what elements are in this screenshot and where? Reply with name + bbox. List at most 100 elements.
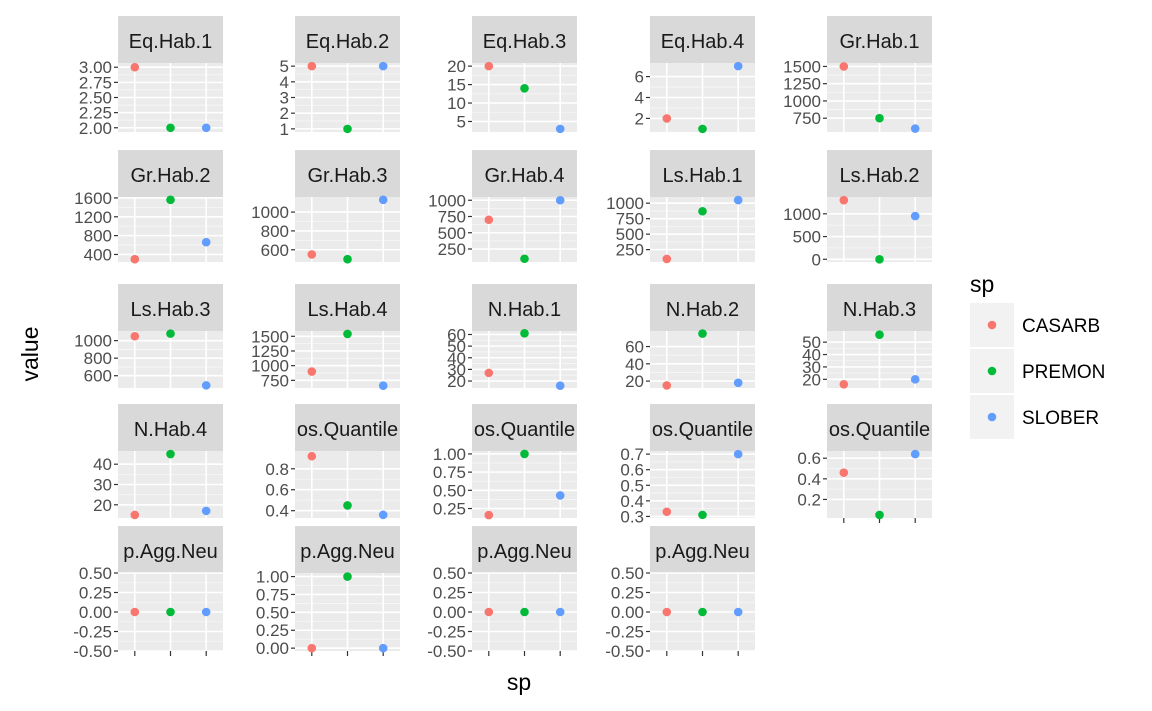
y-tick-label: 20 [447, 57, 466, 76]
y-tick-label: 750 [438, 208, 466, 227]
facet-strip [827, 150, 932, 197]
y-tick-label: 2.00 [79, 119, 112, 138]
facet-panel: Eq.Hab.4 6 42 [635, 16, 755, 134]
data-point-casarb [484, 61, 494, 71]
data-point-casarb [839, 468, 849, 477]
y-tick-label: 40 [625, 355, 644, 374]
legend-key-premon [987, 366, 997, 376]
y-tick-label: 2.75 [79, 73, 112, 92]
facet-strip [650, 284, 755, 331]
data-point-premon [343, 501, 352, 510]
data-point-premon [698, 124, 707, 134]
y-tick-label: 0.6 [620, 461, 644, 480]
facet-strip-label: N.Hab.2 [666, 299, 739, 321]
y-tick-label: 0.5 [620, 476, 644, 495]
data-point-casarb [484, 510, 494, 520]
y-tick-label: -0.50 [605, 642, 644, 661]
facet-strip-label: os.Quantile [474, 419, 575, 441]
y-tick-label: 1.00 [256, 568, 289, 587]
y-tick-label: 20 [93, 496, 112, 515]
data-point-premon [698, 510, 707, 520]
y-tick-label: 15 [447, 76, 466, 95]
y-axis-title: value [17, 327, 43, 382]
facet-panels: Eq.Hab.13.002.752.502.252.00Eq.Hab.25432… [73, 16, 932, 661]
y-tick-label: 1250 [783, 75, 821, 94]
y-tick-label: 5 [280, 57, 289, 76]
y-tick-label: 0.7 [620, 445, 644, 464]
y-tick-label: 0 [812, 250, 821, 269]
facet-panel: Eq.Hab.1 3.002.752.502.252.00 [79, 16, 223, 138]
facet-strip-label: Gr.Hab.2 [130, 165, 210, 187]
y-tick-label: 1500 [251, 327, 289, 346]
facet-strip-label: p.Agg.Neu [123, 541, 218, 563]
y-tick-label: 0.50 [256, 603, 289, 622]
y-tick-label: 0.4 [620, 492, 644, 511]
data-point-slober [555, 607, 565, 617]
legend-label-premon: PREMON [1022, 362, 1105, 383]
facet-strip [118, 150, 223, 197]
data-point-slober [378, 61, 388, 71]
data-point-casarb [662, 381, 672, 390]
data-point-casarb [307, 643, 317, 653]
y-tick-label: 40 [802, 346, 821, 365]
facet-strip-label: Gr.Hab.4 [484, 165, 564, 187]
data-point-casarb [307, 61, 317, 71]
facet-strip-label: Gr.Hab.3 [307, 165, 387, 187]
y-tick-label: 1 [280, 120, 289, 139]
y-tick-label: 40 [93, 455, 112, 474]
data-point-slober [378, 381, 388, 390]
data-point-premon [166, 607, 175, 617]
y-tick-label: 2 [280, 104, 289, 123]
y-tick-label: 2 [635, 109, 644, 128]
y-tick-label: 0.6 [797, 449, 821, 468]
facet-panel: os.Quantile 0.70.60.50.40.3 [620, 404, 755, 526]
data-point-slober [910, 211, 920, 221]
y-tick-label: 30 [802, 358, 821, 377]
y-tick-label: 1000 [606, 194, 644, 213]
facet-strip [295, 526, 400, 573]
data-point-slober [910, 124, 920, 133]
facet-strip [472, 404, 577, 451]
data-point-casarb [307, 367, 317, 376]
data-point-premon [698, 329, 707, 338]
data-point-slober [201, 123, 211, 133]
y-tick-label: 20 [447, 372, 466, 391]
data-point-casarb [662, 254, 672, 264]
legend: sp CASARB PREMON SLOBER [970, 271, 1105, 439]
data-point-slober [378, 195, 388, 205]
y-tick-label: 60 [625, 338, 644, 357]
y-tick-label: 0.50 [433, 564, 466, 583]
facet-strip [650, 16, 755, 63]
data-point-casarb [662, 114, 672, 123]
facet-panel: os.Quantile 1.000.750.500.25 [433, 404, 577, 520]
data-point-slober [201, 506, 211, 516]
facet-strip [827, 404, 932, 451]
y-tick-label: 750 [616, 210, 644, 229]
facet-strip [650, 526, 755, 573]
y-tick-label: 2.25 [79, 104, 112, 123]
data-point-casarb [130, 254, 140, 264]
data-point-slober [733, 195, 743, 205]
facet-strip-label: Eq.Hab.2 [306, 31, 389, 53]
data-point-premon [520, 607, 529, 617]
data-point-premon [875, 113, 884, 123]
data-point-premon [343, 572, 352, 581]
y-tick-label: 500 [793, 228, 821, 247]
facet-panel: p.Agg.Neu 0.500.250.00-0.25-0.50 [73, 526, 223, 661]
y-tick-label: 0.00 [433, 603, 466, 622]
y-tick-label: 1600 [74, 189, 112, 208]
y-tick-label: 50 [802, 333, 821, 352]
facet-strip-label: N.Hab.1 [488, 299, 561, 321]
data-point-casarb [662, 507, 672, 517]
facet-strip [295, 16, 400, 63]
y-tick-label: 0.50 [611, 564, 644, 583]
y-tick-label: 0.25 [256, 621, 289, 640]
facet-strip-label: p.Agg.Neu [477, 541, 572, 563]
facet-strip-label: N.Hab.3 [843, 299, 916, 321]
y-tick-label: 0.8 [265, 460, 289, 479]
